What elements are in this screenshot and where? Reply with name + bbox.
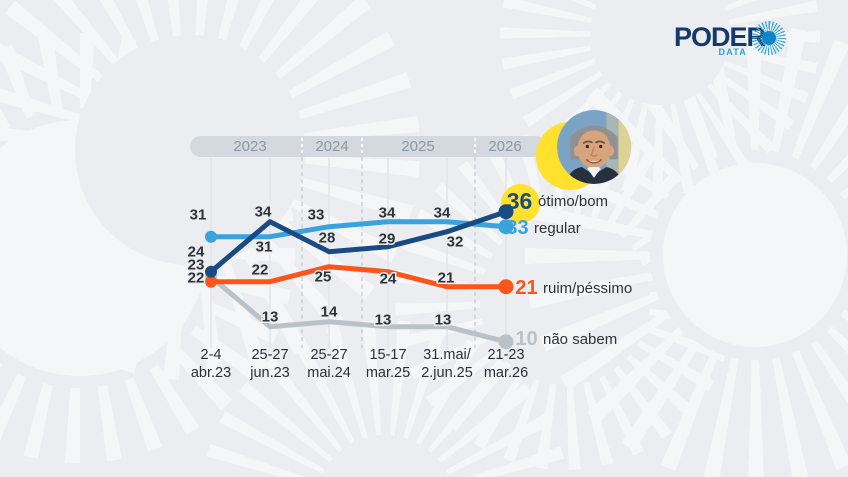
series-line-1	[208, 219, 509, 240]
value-label: 13	[375, 312, 392, 329]
series-line-0	[208, 209, 509, 275]
x-axis-label: 21-23 mar.26	[483, 347, 529, 381]
legend-label-ruim-pessimo: ruim/péssimo	[543, 280, 633, 297]
legend-value-ruim-pessimo: 21	[515, 277, 538, 299]
year-label-2025: 2025	[401, 138, 435, 155]
value-label: 22	[252, 262, 269, 279]
year-label-2023: 2023	[233, 138, 267, 155]
legend-otimo-bom: 36 ótimo/bom	[505, 188, 608, 215]
value-label: 13	[435, 312, 452, 329]
value-label: 21	[438, 270, 455, 287]
value-label: 22	[188, 270, 205, 287]
value-label: 25	[315, 269, 332, 286]
data-point	[205, 275, 217, 288]
data-point	[205, 230, 217, 243]
value-label: 24	[188, 244, 205, 261]
x-axis-label: 31.mai/2.jun.25	[421, 347, 473, 381]
year-label-2026: 2026	[488, 138, 522, 155]
value-label: 33	[308, 207, 325, 224]
legend-label-regular: regular	[534, 220, 581, 237]
legend-regular: 33 regular	[505, 217, 581, 240]
data-point	[498, 219, 514, 235]
brand-sunburst-icon	[752, 21, 786, 55]
legend-value-regular: 33	[506, 217, 529, 239]
data-point	[205, 265, 217, 278]
year-band	[190, 136, 546, 157]
series-line-3	[208, 274, 509, 345]
value-label: 32	[447, 234, 464, 251]
brand-logo-subtext: DATA	[718, 47, 747, 57]
legend-value-nao-sabem: 10	[515, 328, 538, 350]
x-axis-label: 25-27 jun.23	[250, 347, 290, 381]
series-line-2	[208, 264, 509, 290]
data-point	[498, 279, 514, 295]
value-label: 28	[319, 230, 336, 247]
year-label-2024: 2024	[315, 138, 349, 155]
value-label: 31	[256, 239, 273, 256]
value-label: 34	[379, 205, 396, 222]
value-label: 31	[190, 207, 207, 224]
x-axis-label: 25-27 mai.24	[307, 347, 351, 381]
legend-nao-sabem: 10 não sabem	[514, 328, 617, 351]
x-axis-label: 15-17 mar.25	[365, 347, 411, 381]
value-label: 24	[380, 271, 397, 288]
value-label: 34	[434, 205, 451, 222]
brand-logo-text: PODER	[674, 22, 766, 52]
legend-label-nao-sabem: não sabem	[543, 331, 618, 348]
value-label: 29	[379, 231, 396, 248]
data-point	[498, 204, 514, 220]
value-label: 14	[321, 304, 338, 321]
legend-ruim-pessimo: 21 ruim/péssimo	[514, 277, 632, 300]
data-point	[498, 334, 514, 350]
legend-label-otimo-bom: ótimo/bom	[538, 193, 609, 210]
legend-value-otimo-bom: 36	[506, 188, 533, 214]
value-label: 23	[188, 257, 205, 274]
x-axis-label: 2-4 abr.23	[190, 347, 232, 381]
value-label: 13	[262, 309, 279, 326]
value-label: 34	[255, 204, 272, 221]
